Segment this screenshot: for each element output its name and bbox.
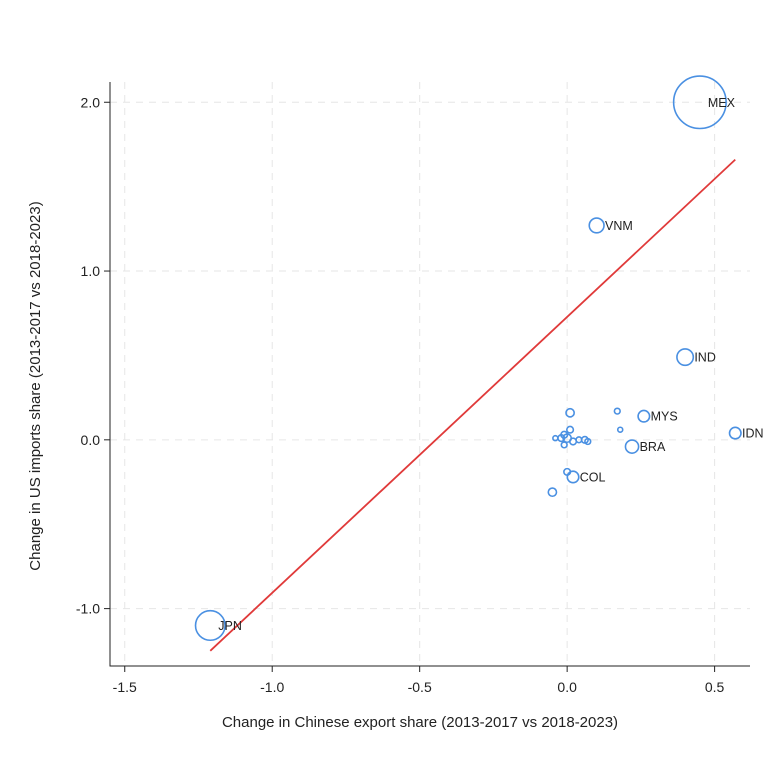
point — [566, 425, 575, 434]
point-idn — [728, 426, 742, 440]
point-label-mys: MYS — [651, 410, 678, 424]
x-tick-label: 0.5 — [705, 679, 725, 695]
x-tick-label: -0.5 — [408, 679, 432, 695]
x-axis-title: Change in Chinese export share (2013-201… — [222, 714, 618, 731]
x-tick-label: -1.0 — [260, 679, 284, 695]
point-labels-layer: MEX VNM IND MYS IDN BRA COL JPN — [218, 96, 763, 633]
point-jpn — [194, 609, 226, 642]
point — [547, 487, 558, 498]
y-tick-label: 0.0 — [81, 432, 101, 448]
axes: -1.5 -1.0 -0.5 0.0 0.5 -1.0 0.0 1.0 2.0 — [76, 82, 750, 695]
point — [616, 426, 624, 433]
grid — [110, 82, 750, 666]
point-mex — [672, 75, 727, 130]
point-col — [566, 470, 580, 484]
x-tick-label: -1.5 — [113, 679, 137, 695]
point-label-vnm: VNM — [605, 219, 633, 233]
y-tick-label: 1.0 — [81, 263, 101, 279]
point — [565, 407, 575, 418]
point — [560, 441, 568, 449]
points-layer — [194, 75, 742, 642]
point-ind — [676, 348, 695, 367]
point-label-col: COL — [580, 470, 606, 484]
point — [563, 467, 572, 476]
point-label-ind: IND — [694, 351, 716, 365]
point-label-jpn: JPN — [218, 619, 242, 633]
point-mys — [637, 409, 651, 423]
point-label-idn: IDN — [742, 427, 764, 441]
point-vnm — [588, 217, 605, 234]
point-label-mex: MEX — [708, 96, 736, 110]
y-axis-title: Change in US imports share (2013-2017 vs… — [27, 201, 44, 570]
fit-line — [209, 158, 736, 652]
x-tick-label: 0.0 — [557, 679, 577, 695]
y-tick-label: 2.0 — [81, 94, 101, 110]
point — [613, 407, 621, 415]
point — [552, 434, 559, 442]
y-tick-label: -1.0 — [76, 601, 100, 617]
point-label-bra: BRA — [640, 440, 666, 454]
fit-line-layer — [209, 158, 736, 652]
point — [584, 437, 592, 446]
point-bra — [624, 439, 640, 454]
